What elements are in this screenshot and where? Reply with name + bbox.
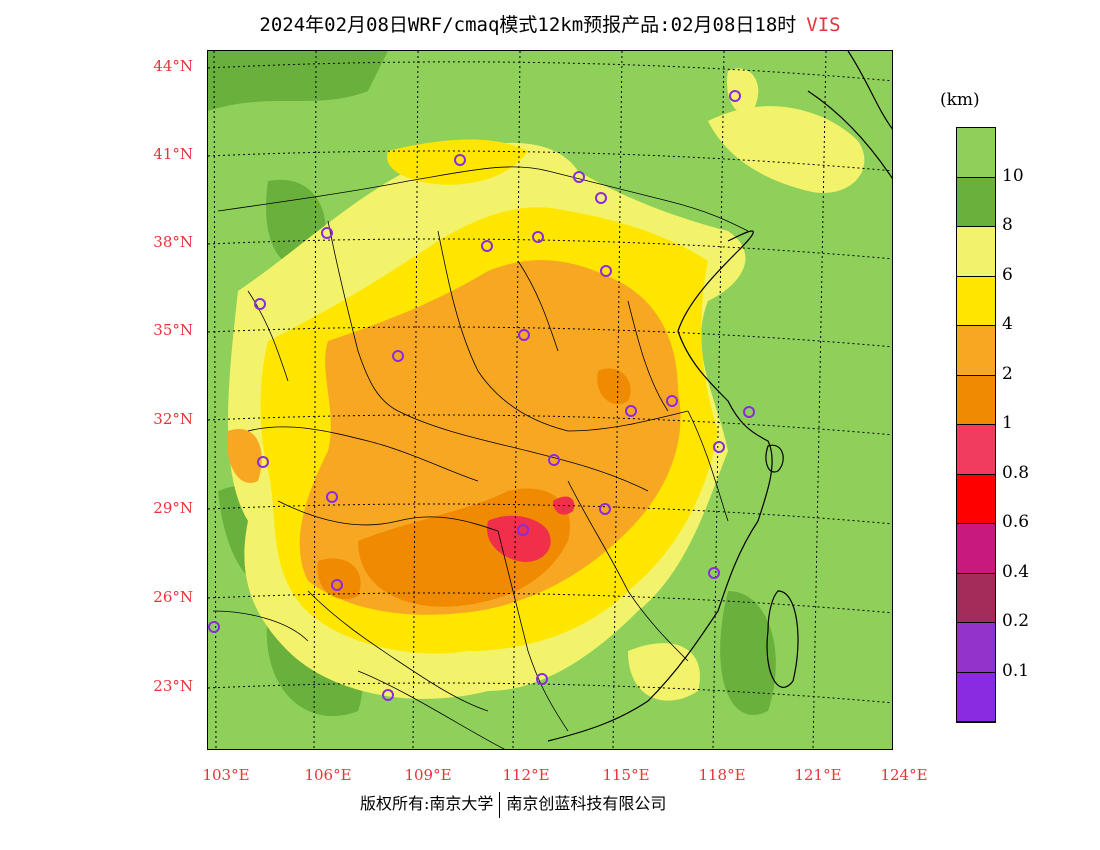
station-markers — [208, 90, 755, 701]
station-marker — [743, 406, 755, 418]
station-marker — [208, 621, 220, 633]
station-marker — [599, 503, 611, 515]
station-marker — [481, 240, 493, 252]
colorbar-label: 10 — [1002, 165, 1024, 186]
lat-label-38n: 38°N — [153, 233, 193, 251]
lon-label-121e: 121°E — [794, 766, 842, 784]
colorbar-segment — [957, 573, 995, 623]
lon-label-118e: 118°E — [698, 766, 746, 784]
station-marker — [536, 673, 548, 685]
colorbar-segment — [957, 375, 995, 425]
colorbar-label: 4 — [1002, 314, 1013, 334]
colorbar-label: 6 — [1002, 264, 1013, 285]
orange-zones — [227, 260, 681, 615]
colorbar-segment — [957, 425, 995, 475]
footer-separator — [499, 791, 501, 818]
station-marker — [595, 192, 607, 204]
colorbar — [956, 127, 996, 723]
lon-label-109e: 109°E — [404, 766, 452, 784]
colorbar-segment — [957, 227, 995, 277]
lat-label-29n: 29°N — [153, 499, 193, 517]
colorbar-unit: (km) — [940, 90, 980, 110]
station-marker — [392, 350, 404, 362]
colorbar-label: 0.2 — [1002, 611, 1030, 631]
station-marker — [254, 298, 266, 310]
footer-copyright: 版权所有:南京大学 南京创蓝科技有限公司 — [360, 790, 666, 818]
visibility-map-svg — [208, 51, 892, 749]
station-marker — [518, 329, 530, 341]
lat-label-44n: 44°N — [153, 57, 193, 75]
province-boundaries — [212, 166, 749, 749]
footer-left: 版权所有:南京大学 — [360, 794, 494, 813]
colorbar-segment — [957, 128, 995, 178]
colorbar-label: 0.4 — [1002, 561, 1030, 582]
colorbar-segment — [957, 326, 995, 376]
footer-right: 南京创蓝科技有限公司 — [506, 794, 667, 813]
station-marker — [517, 524, 529, 536]
colorbar-segment — [957, 177, 995, 227]
lat-label-23n: 23°N — [153, 677, 193, 695]
lon-label-124e: 124°E — [880, 766, 928, 784]
colorbar-label: 0.8 — [1002, 462, 1030, 483]
lon-label-106e: 106°E — [304, 766, 352, 784]
station-marker — [532, 231, 544, 243]
station-marker — [708, 567, 720, 579]
colorbar-segment — [957, 276, 995, 326]
station-marker — [666, 395, 678, 407]
map-title: 2024年02月08日WRF/cmaq模式12km预报产品:02月08日18时 V… — [0, 10, 1100, 37]
colorbar-label: 1 — [1002, 413, 1013, 433]
station-marker — [600, 265, 612, 277]
colorbar-segment — [957, 474, 995, 524]
station-marker — [625, 405, 637, 417]
lat-label-41n: 41°N — [153, 145, 193, 163]
title-variable: VIS — [806, 14, 841, 36]
lon-label-115e: 115°E — [602, 766, 650, 784]
station-marker — [573, 171, 585, 183]
lat-label-32n: 32°N — [153, 410, 193, 428]
colorbar-label: 0.6 — [1002, 512, 1030, 532]
station-marker — [331, 579, 343, 591]
forecast-map — [207, 50, 893, 750]
title-main: 2024年02月08日WRF/cmaq模式12km预报产品:02月08日18时 — [259, 14, 797, 36]
colorbar-label: 0.1 — [1002, 660, 1030, 681]
station-marker — [713, 441, 725, 453]
coastline — [547, 51, 892, 742]
station-marker — [729, 90, 741, 102]
lat-label-35n: 35°N — [153, 321, 193, 339]
colorbar-segment — [957, 524, 995, 574]
station-marker — [257, 456, 269, 468]
lat-label-26n: 26°N — [153, 588, 193, 606]
lon-label-103e: 103°E — [202, 766, 250, 784]
station-marker — [454, 154, 466, 166]
colorbar-label: 2 — [1002, 363, 1013, 384]
lon-label-112e: 112°E — [502, 766, 550, 784]
colorbar-label: 8 — [1002, 215, 1013, 235]
station-marker — [548, 454, 560, 466]
station-marker — [321, 227, 333, 239]
station-marker — [326, 491, 338, 503]
graticule — [208, 51, 892, 749]
colorbar-segment — [957, 623, 995, 673]
colorbar-segment — [957, 672, 995, 722]
station-marker — [382, 689, 394, 701]
